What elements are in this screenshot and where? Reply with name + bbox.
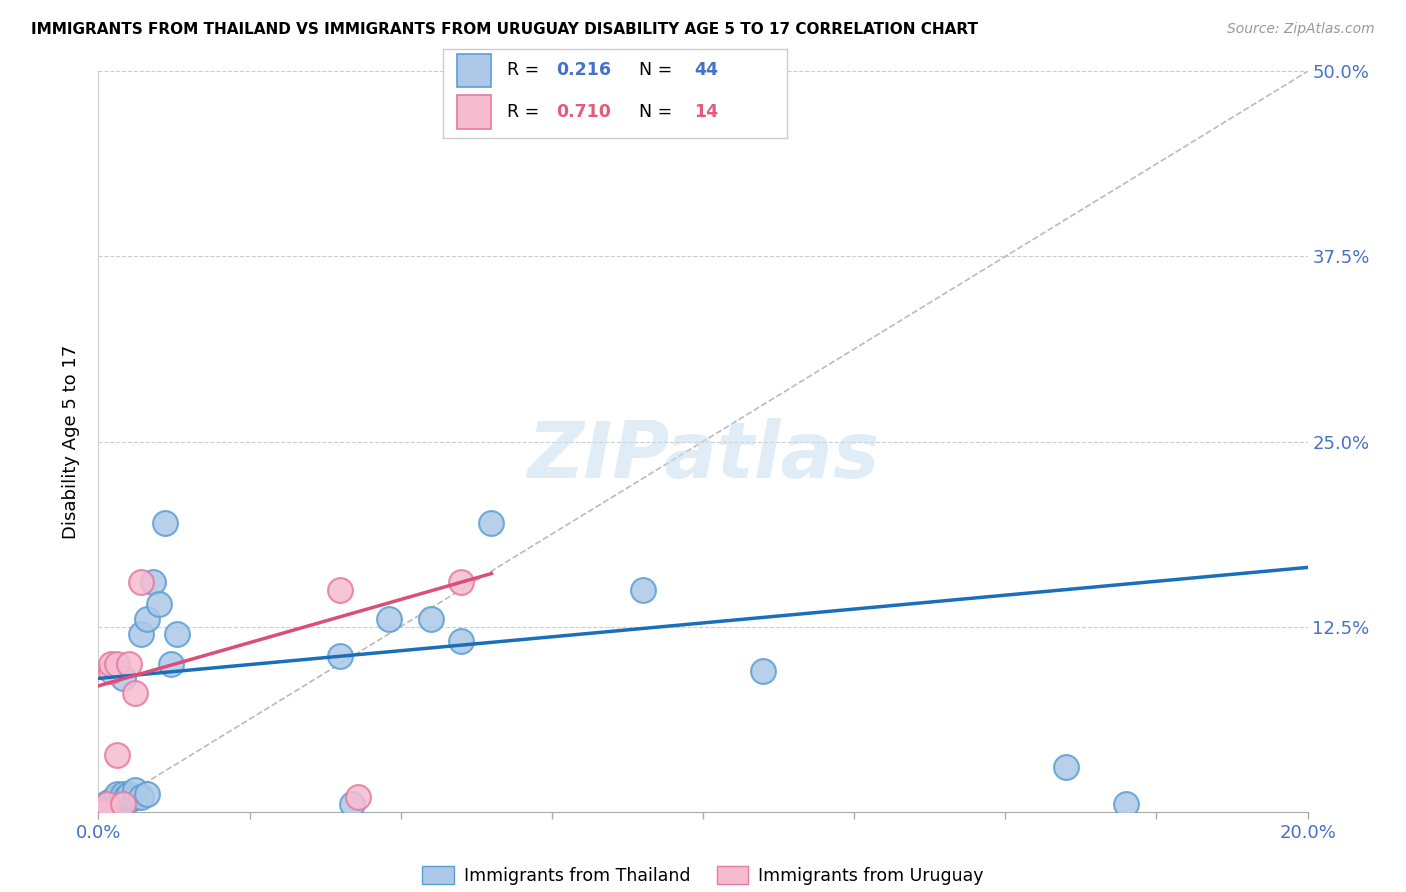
Point — [100, 793, 122, 807]
Point — [111, 789, 134, 804]
Point — [118, 657, 141, 671]
Point — [100, 797, 122, 812]
Text: 0.216: 0.216 — [557, 62, 612, 79]
Text: ZIPatlas: ZIPatlas — [527, 418, 879, 494]
Point — [96, 797, 118, 812]
Point — [420, 612, 443, 626]
Point — [105, 748, 128, 763]
Point — [105, 793, 128, 807]
Point — [96, 796, 118, 810]
Legend: Immigrants from Thailand, Immigrants from Uruguay: Immigrants from Thailand, Immigrants fro… — [415, 859, 991, 892]
Point — [111, 787, 134, 801]
Point — [1054, 760, 1077, 774]
Point — [135, 787, 157, 801]
Point — [124, 686, 146, 700]
Point — [450, 575, 472, 590]
Point — [105, 789, 128, 804]
Text: R =: R = — [506, 62, 544, 79]
Point — [111, 794, 134, 808]
Point — [450, 634, 472, 648]
Point — [94, 800, 117, 814]
Point — [105, 797, 128, 812]
Point — [96, 797, 118, 812]
Point — [377, 612, 399, 626]
Point — [118, 787, 141, 801]
Point — [124, 782, 146, 797]
Point — [148, 598, 170, 612]
Text: 0.710: 0.710 — [557, 103, 612, 121]
Point — [329, 649, 352, 664]
Point — [108, 793, 131, 807]
Point — [153, 516, 176, 530]
Point — [129, 575, 152, 590]
Y-axis label: Disability Age 5 to 17: Disability Age 5 to 17 — [62, 344, 80, 539]
Point — [118, 793, 141, 807]
Point — [105, 787, 128, 801]
Text: 44: 44 — [695, 62, 718, 79]
Point — [111, 672, 134, 686]
Point — [111, 797, 134, 812]
Text: N =: N = — [640, 62, 678, 79]
Point — [481, 516, 503, 530]
Point — [90, 805, 112, 819]
Point — [347, 789, 370, 804]
Point — [105, 657, 128, 671]
Text: 14: 14 — [695, 103, 718, 121]
Point — [342, 797, 364, 812]
Point — [98, 800, 121, 814]
Point — [329, 582, 352, 597]
Point — [1115, 797, 1137, 812]
Bar — [457, 95, 491, 129]
Text: IMMIGRANTS FROM THAILAND VS IMMIGRANTS FROM URUGUAY DISABILITY AGE 5 TO 17 CORRE: IMMIGRANTS FROM THAILAND VS IMMIGRANTS F… — [31, 22, 979, 37]
Point — [166, 627, 188, 641]
Point — [129, 627, 152, 641]
Text: N =: N = — [640, 103, 678, 121]
Point — [752, 664, 775, 678]
Point — [124, 789, 146, 804]
Point — [118, 789, 141, 804]
Point — [93, 805, 115, 819]
Point — [160, 657, 183, 671]
Point — [631, 582, 654, 597]
Point — [100, 657, 122, 671]
Point — [103, 796, 125, 810]
Point — [129, 789, 152, 804]
Point — [142, 575, 165, 590]
Point — [100, 664, 122, 678]
Point — [135, 612, 157, 626]
Point — [114, 789, 136, 804]
Point — [91, 805, 114, 819]
Text: R =: R = — [506, 103, 544, 121]
Point — [100, 794, 122, 808]
Point — [93, 805, 115, 819]
Text: Source: ZipAtlas.com: Source: ZipAtlas.com — [1227, 22, 1375, 37]
Bar — [457, 54, 491, 87]
